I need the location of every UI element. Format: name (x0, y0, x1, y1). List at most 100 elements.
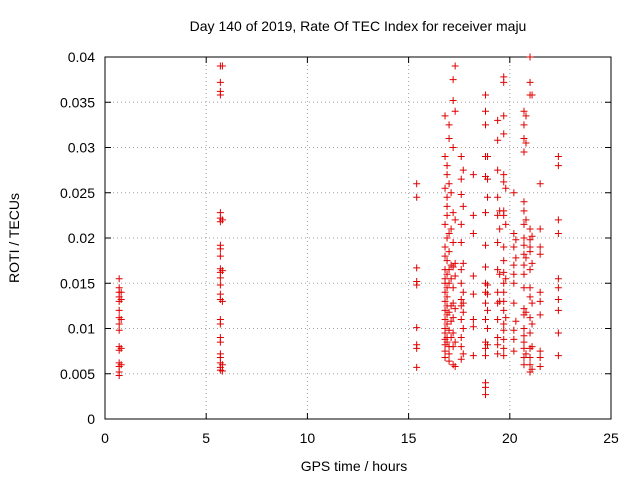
y-tick-label: 0.02 (68, 230, 95, 246)
data-point (443, 293, 451, 301)
data-point (482, 299, 490, 307)
data-point (469, 323, 477, 331)
data-point (443, 162, 451, 170)
data-point (218, 361, 226, 369)
data-point (218, 62, 226, 70)
data-point (115, 306, 123, 314)
data-point (443, 211, 451, 219)
data-point (502, 184, 510, 192)
data-point (484, 341, 492, 349)
data-point (216, 320, 224, 328)
data-point (484, 325, 492, 332)
data-point (413, 363, 421, 371)
y-axis-label: ROTI / TECUs (6, 193, 22, 283)
data-point (449, 343, 457, 351)
data-point (520, 305, 528, 313)
data-point (520, 261, 528, 269)
data-point (115, 320, 123, 328)
x-tick-label: 20 (502, 430, 518, 446)
data-point (536, 225, 544, 233)
data-point (449, 299, 457, 307)
data-point (459, 299, 467, 307)
data-point (457, 296, 465, 304)
data-point (494, 334, 502, 342)
data-point (500, 243, 508, 251)
data-point (457, 266, 465, 274)
data-point (502, 314, 510, 322)
data-point (520, 107, 528, 115)
data-point (413, 281, 421, 289)
data-point (510, 243, 518, 251)
data-point (457, 220, 465, 228)
data-point (447, 334, 455, 342)
data-point (554, 296, 562, 304)
data-point (484, 153, 492, 161)
data-point (526, 284, 534, 292)
data-point (441, 220, 449, 228)
data-point (482, 91, 490, 99)
data-point (441, 252, 449, 260)
data-point (457, 343, 465, 351)
x-tick-label: 5 (202, 430, 210, 446)
data-point (520, 332, 528, 340)
data-point (500, 335, 508, 343)
data-point (443, 338, 451, 346)
data-point (457, 315, 465, 323)
data-point (526, 225, 534, 233)
data-point (554, 275, 562, 283)
data-point (445, 350, 453, 358)
data-points (115, 53, 562, 399)
data-point (482, 315, 490, 323)
data-point (554, 229, 562, 237)
data-point (482, 263, 490, 271)
data-point (469, 211, 477, 219)
data-point (526, 53, 534, 61)
data-point (526, 361, 534, 369)
data-point (536, 347, 544, 355)
data-point (554, 216, 562, 224)
data-point (528, 259, 536, 267)
data-point (522, 216, 530, 224)
data-point (500, 268, 508, 276)
data-point (520, 325, 528, 332)
data-point (451, 363, 459, 371)
data-point (218, 267, 226, 275)
data-point (457, 191, 465, 199)
data-point (520, 198, 528, 206)
data-point (445, 357, 453, 365)
data-point (528, 343, 536, 351)
data-point (469, 315, 477, 323)
data-point (449, 239, 457, 247)
x-axis-label: GPS time / hours (301, 458, 408, 474)
data-point (117, 361, 125, 369)
data-point (526, 293, 534, 301)
data-point (457, 334, 465, 342)
data-point (520, 134, 528, 142)
data-point (445, 326, 453, 334)
y-tick-label: 0.035 (60, 94, 95, 110)
data-point (500, 306, 508, 314)
data-point (522, 254, 530, 262)
data-point (459, 202, 467, 210)
data-point (494, 211, 502, 219)
data-point (520, 220, 528, 228)
data-point (216, 78, 224, 86)
data-point (443, 202, 451, 210)
data-point (459, 259, 467, 267)
data-point (484, 290, 492, 298)
data-point (449, 96, 457, 104)
data-point (520, 241, 528, 249)
y-tick-label: 0.015 (60, 275, 95, 291)
data-point (218, 216, 226, 224)
data-point (554, 153, 562, 161)
data-point (500, 279, 508, 287)
data-point (482, 107, 490, 115)
data-point (494, 350, 502, 358)
data-point (451, 259, 459, 267)
data-point (445, 180, 453, 188)
data-point (500, 352, 508, 360)
data-point (522, 112, 530, 120)
x-tick-label: 25 (603, 430, 619, 446)
data-point (449, 76, 457, 84)
data-point (496, 270, 504, 278)
